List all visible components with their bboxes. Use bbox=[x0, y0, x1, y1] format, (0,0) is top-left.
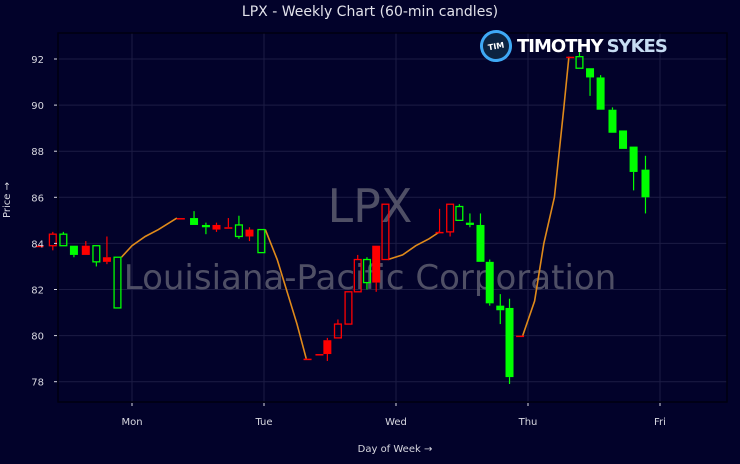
candle bbox=[446, 203, 455, 237]
candle bbox=[381, 203, 390, 261]
x-tick-label: Wed bbox=[385, 417, 407, 428]
candle bbox=[323, 337, 332, 361]
candle bbox=[619, 130, 628, 149]
x-axis-label: Day of Week → bbox=[357, 444, 433, 455]
x-tick-label: Fri bbox=[654, 417, 666, 428]
candle bbox=[234, 215, 243, 239]
candle bbox=[59, 231, 68, 247]
candle bbox=[465, 213, 474, 228]
candle bbox=[362, 257, 372, 290]
candle bbox=[245, 227, 254, 242]
candle bbox=[496, 294, 505, 325]
chart-title: LPX - Weekly Chart (60-min candles) bbox=[241, 4, 499, 20]
y-tick-label: 82 bbox=[31, 286, 44, 297]
y-tick-label: 88 bbox=[31, 147, 44, 158]
y-tick-label: 92 bbox=[31, 55, 44, 66]
plot-frame bbox=[57, 32, 728, 403]
watermark-ticker: LPX bbox=[328, 179, 413, 233]
candle bbox=[372, 245, 381, 292]
candles bbox=[35, 52, 650, 385]
y-tick-label: 90 bbox=[31, 101, 44, 112]
candle bbox=[435, 208, 444, 234]
candle bbox=[566, 56, 575, 59]
timothy-sykes-logo: TIM TIMOTHY SYKES bbox=[477, 27, 668, 65]
candle bbox=[344, 291, 353, 325]
x-tick-label: Tue bbox=[254, 417, 272, 428]
candle bbox=[315, 354, 324, 356]
candle bbox=[190, 211, 199, 225]
candle bbox=[176, 218, 185, 220]
candle bbox=[48, 231, 57, 251]
candle bbox=[113, 256, 122, 309]
candle bbox=[102, 236, 111, 265]
candle bbox=[92, 245, 101, 267]
grid-lines bbox=[58, 33, 727, 402]
gap-line bbox=[521, 56, 570, 336]
candle bbox=[629, 146, 638, 191]
gap-lines bbox=[120, 56, 570, 359]
x-tick-label: Thu bbox=[518, 417, 538, 428]
y-tick-label: 78 bbox=[31, 378, 44, 389]
candle bbox=[35, 245, 44, 248]
candle bbox=[257, 228, 266, 254]
candle bbox=[516, 335, 525, 338]
candle bbox=[212, 222, 221, 232]
candle bbox=[69, 245, 78, 258]
y-tick-label: 80 bbox=[31, 332, 44, 343]
gap-line bbox=[120, 217, 178, 258]
candle bbox=[641, 155, 650, 214]
candle bbox=[575, 52, 584, 69]
logo-name-primary: TIMOTHY bbox=[517, 35, 604, 57]
x-tick-label: Mon bbox=[121, 417, 142, 428]
candle bbox=[586, 68, 595, 96]
candle bbox=[596, 75, 605, 110]
x-axis-ticks: Mon Tue Wed Thu Fri bbox=[121, 403, 666, 428]
candle bbox=[303, 358, 312, 361]
y-tick-label: 86 bbox=[31, 193, 44, 204]
candle bbox=[485, 259, 494, 306]
gap-line bbox=[264, 229, 308, 359]
y-tick-label: 84 bbox=[31, 239, 44, 250]
candle bbox=[224, 218, 233, 229]
candle bbox=[505, 298, 514, 385]
candle bbox=[201, 222, 210, 235]
candle bbox=[333, 319, 342, 339]
candle bbox=[476, 213, 485, 262]
candle bbox=[608, 107, 617, 133]
tim-badge-icon: TIM bbox=[477, 27, 515, 65]
gap-line bbox=[387, 231, 440, 261]
y-axis-ticks: 78 80 82 84 86 88 90 92 bbox=[31, 55, 57, 389]
candle bbox=[81, 241, 90, 255]
logo-name-secondary: SYKES bbox=[606, 35, 668, 57]
candle bbox=[455, 204, 464, 222]
candle bbox=[353, 254, 362, 293]
